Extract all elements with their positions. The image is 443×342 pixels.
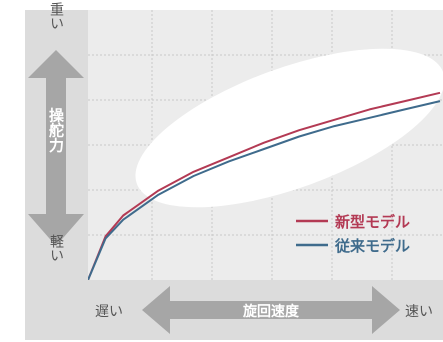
- x-axis-label: 旋回速度: [242, 303, 300, 320]
- y-high-label: 重い: [48, 2, 64, 30]
- series-line-old-model: [88, 100, 441, 280]
- series-layer: [88, 91, 441, 280]
- legend: 新型モデル 従来モデル: [296, 213, 410, 255]
- x-low-label: 遅い: [95, 304, 123, 320]
- legend-label-old-model: 従来モデル: [334, 237, 410, 255]
- series-line-new-model: [88, 91, 441, 280]
- y-axis-label: 操舵力: [47, 107, 65, 154]
- y-low-label: 軽い: [48, 234, 64, 262]
- y-axis-double-arrow: [28, 50, 84, 246]
- legend-label-new-model: 新型モデル: [335, 213, 410, 231]
- x-axis-double-arrow: [142, 286, 400, 334]
- x-high-label: 速い: [405, 304, 433, 320]
